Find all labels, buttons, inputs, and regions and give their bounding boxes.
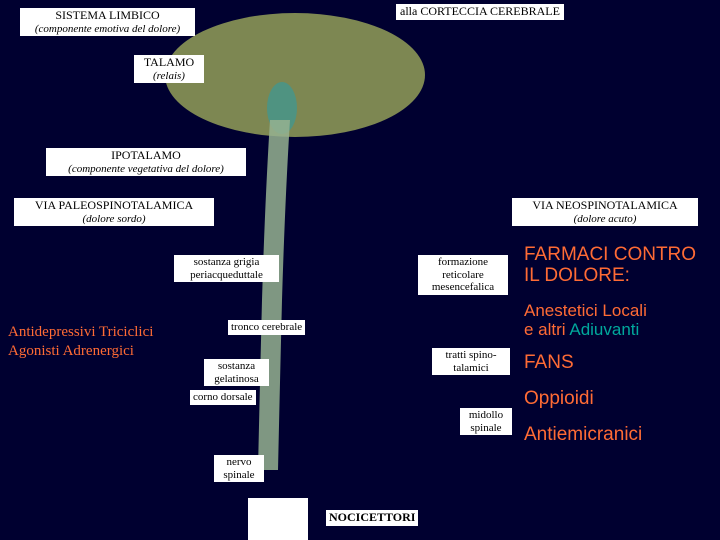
farmaci-l1c: Adiuvanti bbox=[569, 320, 639, 339]
tronco-text: tronco cerebrale bbox=[231, 321, 302, 333]
tratti-l2: talamici bbox=[435, 362, 507, 375]
nervo-l1: nervo bbox=[217, 456, 261, 469]
farmaci-l1a: Anestetici Locali bbox=[524, 301, 647, 320]
label-nervo: nervo spinale bbox=[214, 455, 264, 482]
formazione-l3: mesencefalica bbox=[421, 281, 505, 294]
neo-title: VIA NEOSPINOTALAMICA bbox=[515, 199, 695, 213]
grigia-l2: periacqueduttale bbox=[177, 269, 276, 282]
paleo-title: VIA PALEOSPINOTALAMICA bbox=[17, 199, 211, 213]
label-nocicettori: NOCICETTORI bbox=[326, 510, 418, 526]
antidep-l2: Agonisti Adrenergici bbox=[8, 342, 153, 361]
nocicettori-text: NOCICETTORI bbox=[329, 510, 415, 524]
formazione-l1: formazione bbox=[421, 256, 505, 269]
label-ipotalamo: IPOTALAMO (componente vegetativa del dol… bbox=[46, 148, 246, 176]
gelatinosa-l1: sostanza bbox=[207, 360, 266, 373]
farmaci-panel: FARMACI CON­TRO IL DOLORE: Anestetici Lo… bbox=[524, 245, 714, 446]
label-tratti: tratti spino- talamici bbox=[432, 348, 510, 375]
bottom-block bbox=[248, 498, 308, 540]
farmaci-line4: Antiemicranici bbox=[524, 424, 714, 446]
label-tronco: tronco cerebrale bbox=[228, 320, 305, 335]
farmaci-line2: FANS bbox=[524, 352, 714, 374]
formazione-l2: reticolare bbox=[421, 269, 505, 282]
label-grigia: sostanza grigia periacqueduttale bbox=[174, 255, 279, 282]
gelatinosa-l2: gelatinosa bbox=[207, 373, 266, 386]
grigia-l1: sostanza grigia bbox=[177, 256, 276, 269]
farmaci-l1b: e altri bbox=[524, 320, 569, 339]
talamo-sub: (relais) bbox=[137, 70, 201, 83]
label-gelatinosa: sostanza gelatinosa bbox=[204, 359, 269, 386]
label-formazione: formazione reticolare mesencefalica bbox=[418, 255, 508, 295]
sistema-limbico-title: SISTEMA LIMBICO bbox=[23, 9, 192, 23]
farmaci-line1: Anestetici Locali e altri Adiuvanti bbox=[524, 301, 714, 340]
farmaci-title: FARMACI CON­TRO IL DOLORE: bbox=[524, 245, 714, 287]
antidep-l1: Antidepressivi Triciclici bbox=[8, 323, 153, 342]
talamo-title: TALAMO bbox=[137, 56, 201, 70]
ipotalamo-sub: (componente vegetativa del dolore) bbox=[49, 163, 243, 176]
label-paleo: VIA PALEOSPINOTALAMICA (dolore sordo) bbox=[14, 198, 214, 226]
label-midollo: midollo spinale bbox=[460, 408, 512, 435]
corno-text: corno dorsale bbox=[193, 391, 253, 403]
label-sistema-limbico: SISTEMA LIMBICO (componente emotiva del … bbox=[20, 8, 195, 36]
sistema-limbico-sub: (componente emotiva del dolore) bbox=[23, 23, 192, 36]
paleo-sub: (dolore sordo) bbox=[17, 213, 211, 226]
label-neo: VIA NEOSPINOTALAMICA (dolore acuto) bbox=[512, 198, 698, 226]
nervo-l2: spinale bbox=[217, 469, 261, 482]
label-corteccia: alla CORTECCIA CEREBRALE bbox=[396, 4, 564, 20]
label-antidepressivi: Antidepressivi Triciclici Agonisti Adren… bbox=[8, 323, 153, 361]
label-talamo: TALAMO (relais) bbox=[134, 55, 204, 83]
neo-sub: (dolore acuto) bbox=[515, 213, 695, 226]
label-corno: corno dorsale bbox=[190, 390, 256, 405]
brainstem-shape bbox=[258, 120, 290, 470]
midollo-l2: spinale bbox=[463, 422, 509, 435]
tratti-l1: tratti spino- bbox=[435, 349, 507, 362]
farmaci-line3: Oppioidi bbox=[524, 388, 714, 410]
midollo-l1: midollo bbox=[463, 409, 509, 422]
corteccia-text: alla CORTECCIA CEREBRALE bbox=[400, 4, 560, 18]
ipotalamo-title: IPOTALAMO bbox=[49, 149, 243, 163]
